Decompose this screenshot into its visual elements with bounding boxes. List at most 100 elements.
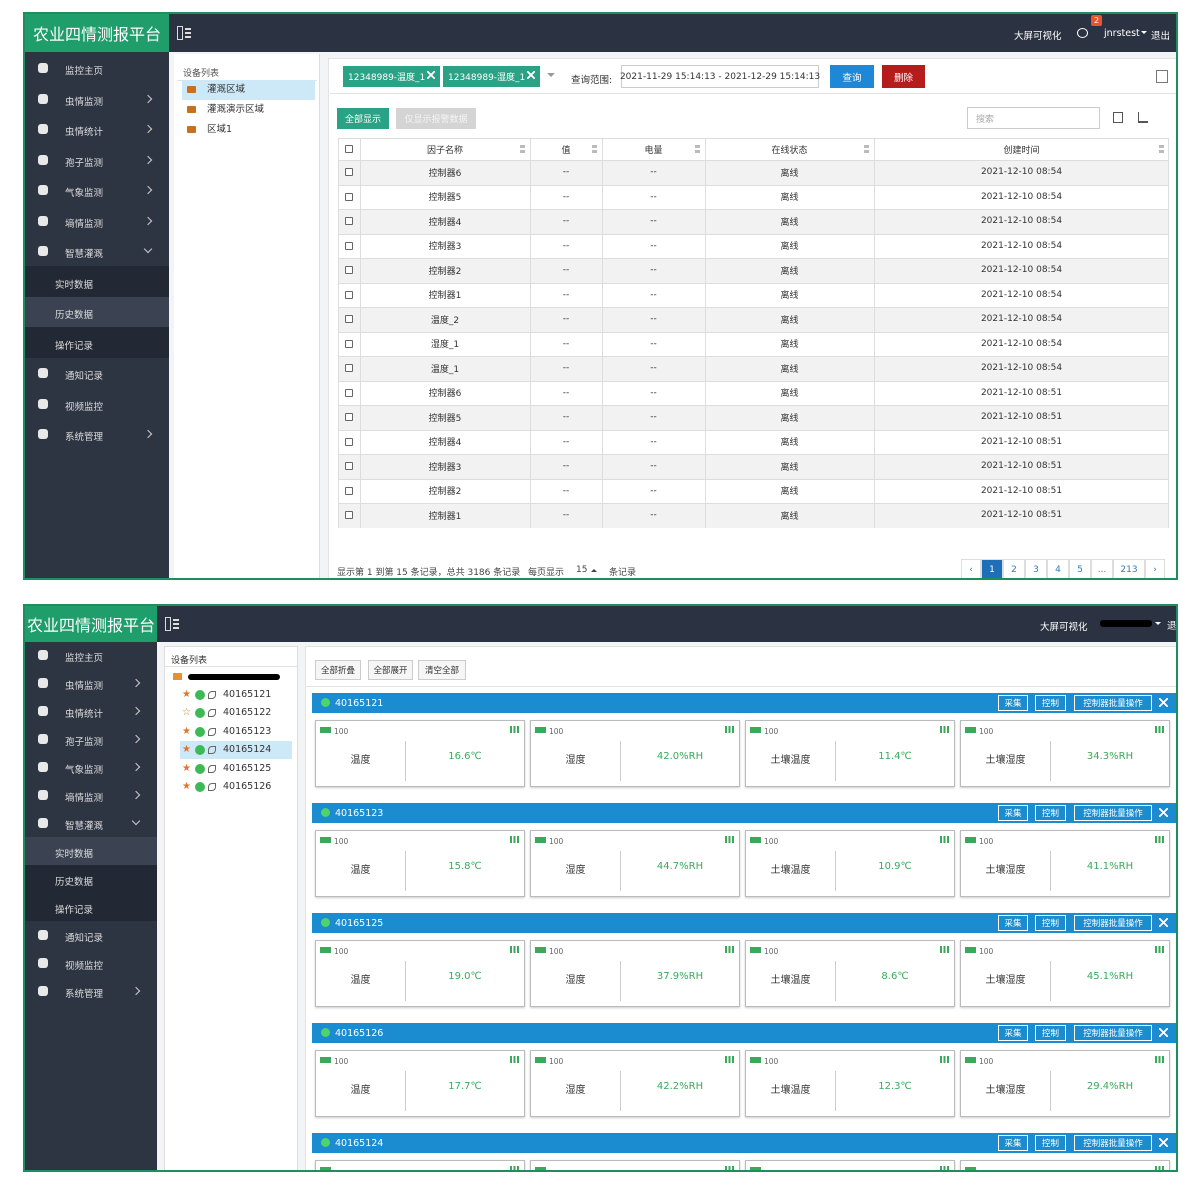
menu-item[interactable]: 孢子监测 (65, 157, 104, 169)
menu-item[interactable]: 智慧灌溉 (65, 249, 104, 260)
row-checkbox[interactable] (345, 437, 353, 446)
group-button[interactable]: 控制器批量操作 (1074, 805, 1152, 821)
row-checkbox[interactable] (345, 217, 353, 225)
row-checkbox[interactable] (345, 192, 353, 201)
menu-item[interactable]: 智慧灌溉 (65, 821, 104, 832)
group-close[interactable] (1159, 698, 1168, 707)
menu-item[interactable]: 虫情监测 (65, 681, 104, 692)
device-node[interactable]: 40165125 (223, 762, 272, 774)
tag-close[interactable] (527, 71, 535, 79)
group-close[interactable] (1159, 1028, 1168, 1037)
device-node[interactable]: 40165124 (223, 744, 272, 756)
submenu-item[interactable]: 历史数据 (55, 877, 94, 888)
tree-node[interactable]: 灌溉演示区域 (207, 104, 265, 115)
menu-item[interactable]: 气象监测 (65, 765, 104, 776)
column-header[interactable]: 创建时间 (1003, 145, 1040, 156)
row-checkbox[interactable] (345, 388, 353, 397)
group-button[interactable]: 控制 (1035, 695, 1066, 711)
filter-tag[interactable]: 12348989-湿度_1 (443, 66, 540, 87)
column-header[interactable]: 因子名称 (426, 145, 463, 156)
device-node[interactable]: 40165122 (223, 707, 272, 719)
row-checkbox[interactable] (345, 290, 353, 299)
logout-link[interactable]: 退出 (1167, 621, 1177, 632)
device-node[interactable]: 40165123 (223, 725, 272, 737)
submenu-item[interactable]: 历史数据 (55, 310, 94, 321)
delete-button[interactable]: 删除 (882, 65, 925, 88)
menu-item[interactable]: 系统管理 (65, 989, 104, 1000)
column-header[interactable]: 在线状态 (771, 145, 808, 156)
device-node[interactable]: 40165126 (223, 781, 272, 792)
row-checkbox[interactable] (345, 315, 353, 323)
row-checkbox[interactable] (345, 168, 353, 176)
group-button[interactable]: 控制 (1035, 805, 1066, 821)
header-checkbox[interactable] (345, 145, 353, 153)
menu-toggle[interactable] (177, 26, 191, 40)
toolbar-button[interactable]: 全部折叠 (315, 660, 361, 680)
group-button[interactable]: 采集 (998, 1135, 1028, 1151)
page-button[interactable]: 213 (1113, 559, 1145, 578)
row-checkbox[interactable] (345, 364, 353, 372)
menu-item[interactable]: 墒情监测 (65, 793, 104, 804)
user-name[interactable]: jnrstest (1104, 28, 1140, 39)
group-close[interactable] (1159, 808, 1168, 817)
group-button[interactable]: 控制器批量操作 (1074, 1135, 1152, 1151)
column-header[interactable]: 电量 (644, 145, 663, 156)
group-close[interactable] (1159, 918, 1168, 927)
page-button[interactable]: ... (1091, 559, 1113, 578)
row-checkbox[interactable] (345, 511, 353, 519)
menu-item[interactable]: 虫情统计 (65, 709, 104, 720)
row-checkbox[interactable] (345, 339, 353, 348)
device-node[interactable]: 40165121 (223, 689, 272, 700)
menu-item[interactable]: 视频监控 (65, 401, 104, 413)
tree-node[interactable]: 区域1 (207, 124, 233, 135)
download-icon[interactable] (1138, 112, 1148, 123)
submenu-item[interactable]: 实时数据 (55, 849, 94, 860)
menu-item[interactable]: 系统管理 (65, 432, 104, 443)
page-button[interactable]: 5 (1069, 559, 1091, 578)
group-button[interactable]: 控制 (1035, 1025, 1066, 1041)
alarm-only-button[interactable]: 仅显示报警数据 (396, 108, 476, 129)
query-button[interactable]: 查询 (830, 65, 874, 88)
page-size-select[interactable]: 15 (576, 565, 588, 575)
export-icon[interactable] (1156, 70, 1168, 83)
menu-item[interactable]: 孢子监测 (65, 737, 104, 748)
page-button[interactable]: ‹ (961, 559, 981, 578)
menu-toggle[interactable] (165, 617, 179, 631)
show-all-button[interactable]: 全部显示 (337, 108, 389, 129)
group-button[interactable]: 控制器批量操作 (1074, 1025, 1152, 1041)
date-range[interactable]: 2021-11-29 15:14:13 - 2021-12-29 15:14:1… (620, 65, 820, 88)
menu-item[interactable]: 视频监控 (65, 961, 104, 972)
column-header[interactable]: 值 (561, 145, 571, 156)
row-checkbox[interactable] (345, 266, 353, 274)
menu-item[interactable]: 虫情统计 (65, 127, 104, 138)
toolbar-button[interactable]: 清空全部 (418, 660, 466, 680)
group-button[interactable]: 采集 (998, 1025, 1028, 1041)
filter-tag[interactable]: 12348989-温度_1 (343, 66, 440, 87)
toolbar-button[interactable]: 全部展开 (368, 660, 413, 680)
tag-close[interactable] (427, 71, 435, 79)
group-close[interactable] (1159, 1138, 1168, 1147)
group-button[interactable]: 控制器批量操作 (1074, 695, 1152, 711)
logout-link[interactable]: 退出 (1151, 31, 1171, 42)
page-button[interactable]: › (1145, 559, 1165, 578)
menu-item[interactable]: 虫情监测 (65, 96, 104, 108)
row-checkbox[interactable] (345, 462, 353, 470)
row-checkbox[interactable] (345, 241, 353, 250)
menu-item[interactable]: 气象监测 (65, 188, 104, 199)
page-button[interactable]: 1 (981, 559, 1003, 578)
submenu-item[interactable]: 操作记录 (55, 340, 94, 352)
big-screen-link[interactable]: 大屏可视化 (1040, 622, 1088, 633)
group-button[interactable]: 采集 (998, 695, 1028, 711)
group-button[interactable]: 控制 (1035, 1135, 1066, 1151)
group-button[interactable]: 控制 (1035, 915, 1066, 931)
columns-icon[interactable] (1113, 112, 1123, 123)
big-screen-link[interactable]: 大屏可视化 (1014, 31, 1062, 42)
row-checkbox[interactable] (345, 486, 353, 495)
menu-item[interactable]: 监控主页 (65, 66, 104, 77)
message-icon[interactable] (1077, 28, 1088, 38)
page-button[interactable]: 2 (1003, 559, 1025, 578)
menu-item[interactable]: 监控主页 (65, 653, 104, 664)
tree-node[interactable]: 灌溉区域 (207, 84, 246, 95)
submenu-item[interactable]: 操作记录 (55, 905, 94, 916)
group-button[interactable]: 采集 (998, 915, 1028, 931)
